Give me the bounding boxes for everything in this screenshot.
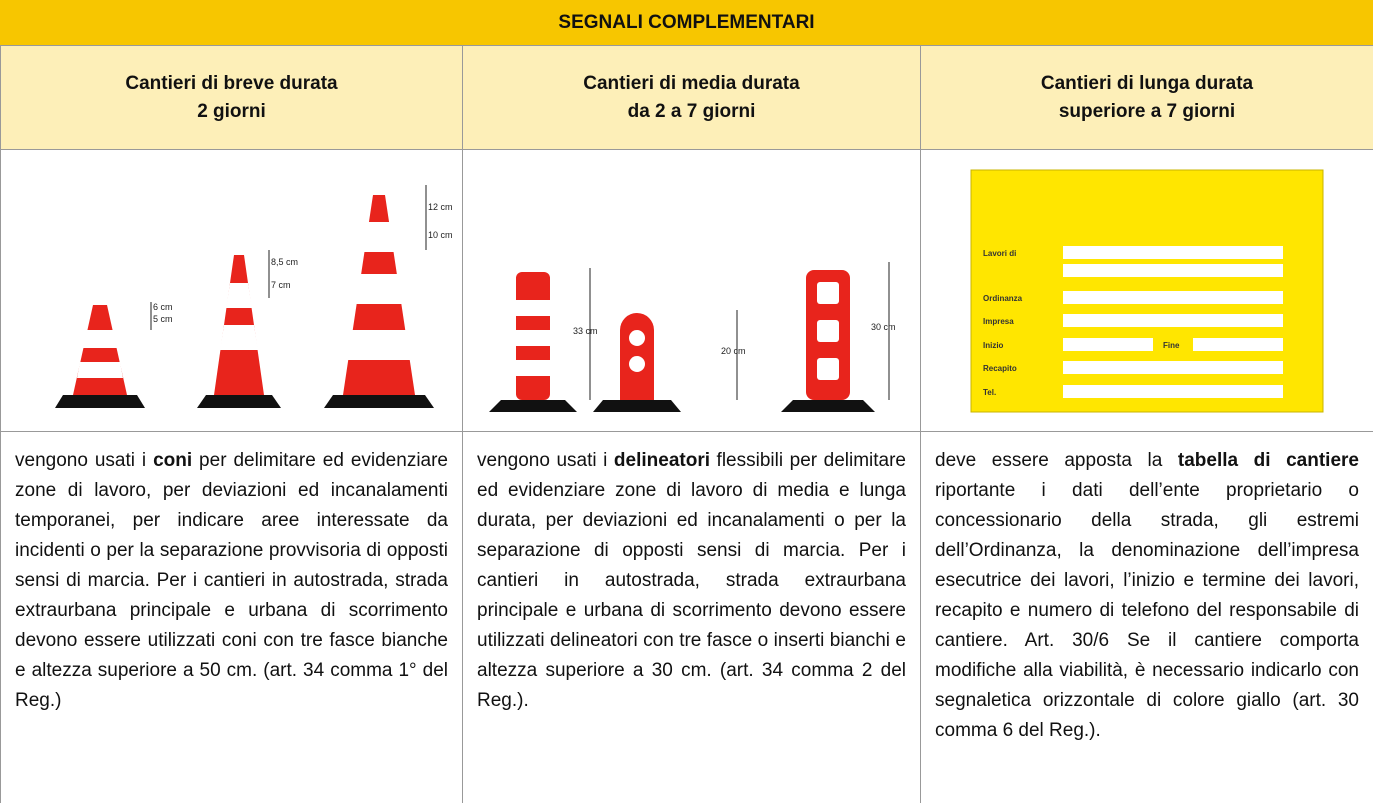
dimension-label: 8,5 cm — [271, 257, 298, 267]
figure: 33 cm 20 cm 30 cm — [463, 150, 920, 432]
heading-line: da 2 a 7 giorni — [627, 100, 756, 122]
column-heading: Cantieri di lunga durata superiore a 7 g… — [921, 46, 1373, 150]
emphasis: delineatori — [613, 450, 710, 471]
column: Cantieri di media durata da 2 a 7 giorni… — [462, 46, 920, 803]
dimension-label: 33 cm — [573, 326, 598, 336]
form-label: Recapito — [983, 364, 1017, 373]
text: vengono usati i — [15, 450, 154, 471]
form-label: Ordinanza — [983, 294, 1023, 303]
delineators-illustration: 33 cm 20 cm 30 cm — [489, 262, 896, 412]
text: vengono usati i — [477, 450, 614, 471]
column-text: vengono usati i delineatori flessibili p… — [463, 432, 920, 716]
table-title: SEGNALI COMPLEMENTARI — [0, 0, 1373, 46]
dimension-label: 30 cm — [871, 322, 896, 332]
text: riportante i dati dell’ente proprietario… — [935, 480, 1359, 741]
text: flessibili per delimitare ed evidenziare… — [477, 450, 907, 711]
form-label: Fine — [1163, 341, 1180, 350]
heading-line: 2 giorni — [197, 100, 266, 122]
cones-illustration: 6 cm 5 cm 8,5 cm 7 cm 12 cm 10 cm — [55, 185, 453, 408]
emphasis: coni — [153, 450, 193, 471]
emphasis: tabella di cantiere — [1177, 450, 1359, 471]
dimension-label: 20 cm — [721, 346, 746, 356]
column-heading: Cantieri di media durata da 2 a 7 giorni — [463, 46, 920, 150]
dimension-label: 7 cm — [271, 280, 291, 290]
column-heading: Cantieri di breve durata 2 giorni — [1, 46, 462, 150]
form-label: Impresa — [983, 317, 1014, 326]
dimension-label: 6 cm — [153, 302, 173, 312]
dimension-label: 12 cm — [428, 202, 453, 212]
dimension-label: 10 cm — [428, 230, 453, 240]
heading-line: Cantieri di lunga durata — [1040, 72, 1254, 94]
column: Cantieri di breve durata 2 giorni 6 cm 5… — [0, 46, 462, 803]
column: Cantieri di lunga durata superiore a 7 g… — [920, 46, 1373, 803]
text: deve essere apposta la — [935, 450, 1178, 471]
site-sign-illustration: Lavori di Ordinanza Impresa Inizio Fine … — [970, 169, 1324, 413]
text: per delimitare ed evidenziare zone di la… — [15, 450, 448, 711]
figure: 6 cm 5 cm 8,5 cm 7 cm 12 cm 10 cm — [1, 150, 462, 432]
dimension-label: 5 cm — [153, 314, 173, 324]
figure: Lavori di Ordinanza Impresa Inizio Fine … — [921, 150, 1373, 432]
heading-line: Cantieri di media durata — [583, 72, 800, 94]
heading-line: Cantieri di breve durata — [125, 72, 338, 94]
form-label: Lavori di — [983, 249, 1016, 258]
form-label: Tel. — [983, 388, 996, 397]
column-text: deve essere apposta la tabella di cantie… — [921, 432, 1373, 746]
heading-line: superiore a 7 giorni — [1058, 100, 1236, 122]
form-label: Inizio — [983, 341, 1004, 350]
column-text: vengono usati i coni per delimitare ed e… — [1, 432, 462, 716]
